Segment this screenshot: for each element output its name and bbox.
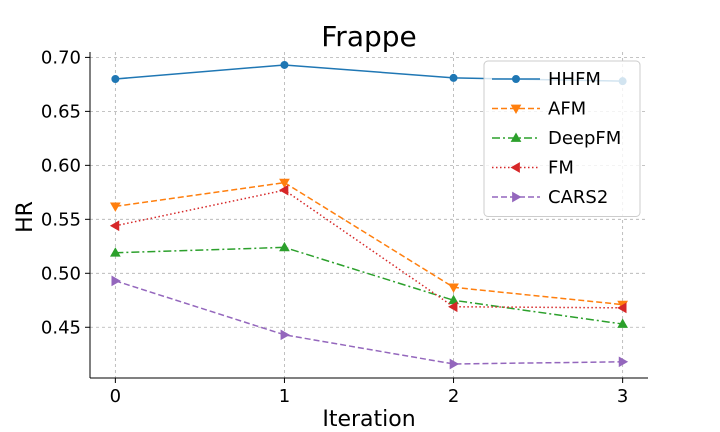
legend-label-cars2: CARS2	[548, 187, 608, 208]
data-point-fm	[109, 220, 120, 232]
data-point-afm	[279, 178, 290, 189]
data-point-fm	[278, 184, 289, 196]
legend-entry-deepfm: DeepFM	[492, 128, 621, 149]
series-line-afm	[115, 181, 623, 306]
y-tick-label: 0.55	[41, 209, 81, 230]
x-tick-label: 0	[110, 386, 121, 407]
legend-entry-hhfm: HHFM	[492, 69, 601, 90]
y-tick-label: 0.45	[41, 317, 81, 338]
series-fm	[109, 184, 627, 314]
legend-entry-afm: AFM	[492, 99, 586, 120]
data-point-deepfm	[617, 318, 628, 328]
axes: 0.45 0.50 0.55 0.60 0.65 0.70 0 1 2 3	[41, 47, 648, 407]
data-point-hhfm	[111, 74, 120, 83]
chart-title: Frappe	[321, 20, 417, 53]
data-point-fm	[448, 301, 458, 313]
data-point-cars2	[618, 356, 629, 368]
series-line-cars2	[115, 280, 623, 365]
data-point-deepfm	[110, 247, 121, 257]
data-point-afm	[110, 202, 121, 212]
data-point-afm	[448, 283, 459, 293]
x-axis-label: Iteration	[322, 407, 415, 432]
data-point-hhfm	[449, 73, 458, 82]
legend-marker-deepfm	[510, 132, 522, 142]
data-point-cars2	[449, 358, 460, 370]
data-point-fm	[617, 302, 627, 314]
legend-marker-cars2	[512, 191, 522, 203]
y-axis-label: HR	[13, 201, 38, 233]
y-tick-label: 0.60	[41, 155, 81, 176]
data-point-cars2	[111, 275, 121, 287]
legend-label-afm: AFM	[548, 99, 586, 120]
legend-label-hhfm: HHFM	[548, 69, 601, 90]
legend-label-fm: FM	[548, 158, 574, 179]
legend: HHFM AFM DeepFM FM CARS2	[483, 60, 641, 217]
legend-box	[483, 60, 641, 217]
legend-marker-afm	[510, 104, 522, 115]
legend-marker-fm	[510, 162, 520, 173]
x-tick-label: 2	[448, 386, 459, 407]
series-line-deepfm	[115, 246, 623, 325]
legend-label-deepfm: DeepFM	[548, 128, 621, 149]
legend-marker-hhfm	[512, 75, 520, 83]
y-tick-label: 0.50	[41, 263, 81, 284]
data-point-hhfm	[280, 60, 289, 69]
series-deepfm	[110, 241, 628, 328]
x-tick-label: 1	[279, 386, 290, 407]
data-point-deepfm	[279, 241, 290, 252]
legend-entry-cars2: CARS2	[492, 187, 608, 208]
legend-entry-fm: FM	[492, 158, 574, 179]
data-point-cars2	[280, 329, 290, 341]
series-lines	[109, 60, 629, 370]
series-cars2	[111, 275, 629, 370]
y-tick-label: 0.65	[41, 101, 81, 122]
y-tick-label: 0.70	[41, 47, 81, 68]
x-tick-label: 3	[617, 386, 628, 407]
